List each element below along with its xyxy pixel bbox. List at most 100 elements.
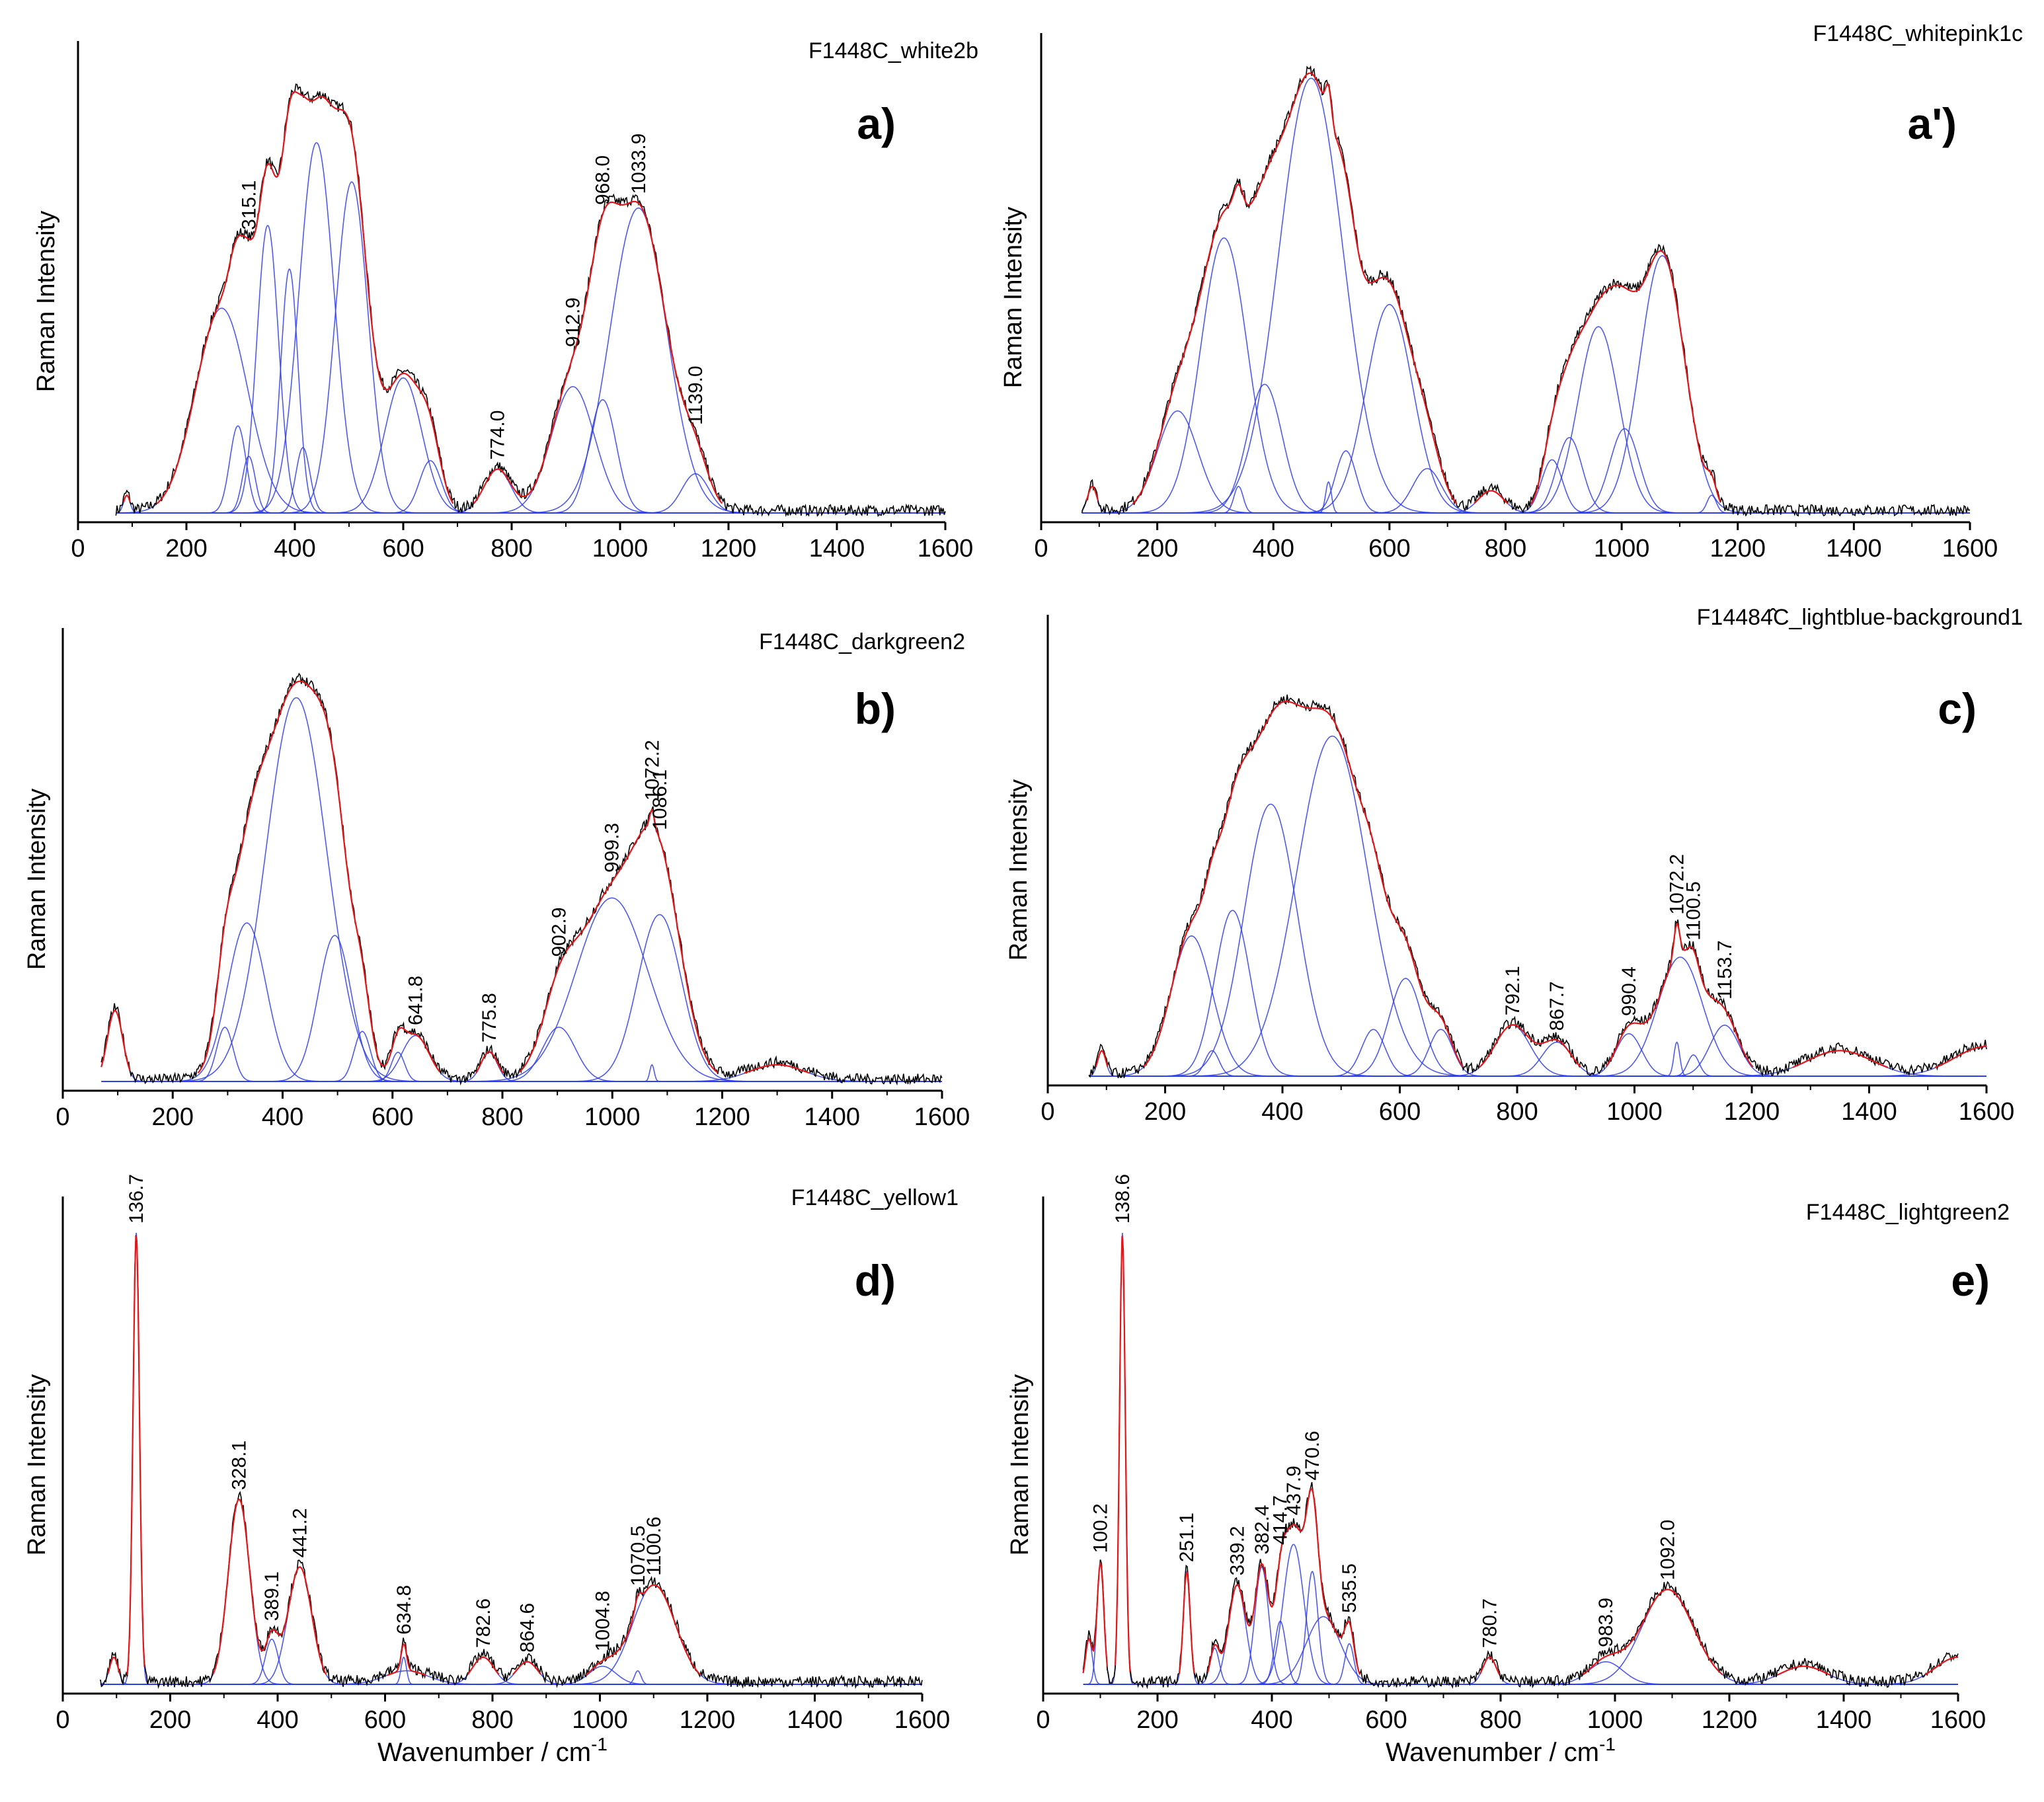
component-peak [286,181,417,514]
peak-label: 1004.8 [592,1590,613,1651]
x-tick-label: 200 [1136,535,1178,563]
x-tick-label: 600 [1379,1098,1421,1126]
component-peak [247,142,386,514]
x-tick-label: 1600 [1930,1706,1986,1734]
x-tick-label: 1600 [918,535,974,563]
component-peak [372,1051,424,1082]
x-tick-label: 200 [1136,1706,1178,1734]
component-peak [1111,1232,1134,1685]
component-peak [1096,410,1259,514]
x-tick-label: 1400 [787,1706,843,1734]
x-tick-label: 200 [152,1103,194,1131]
x-tick-label: 600 [382,535,424,563]
component-peak [1086,1561,1115,1685]
x-tick-label: 800 [471,1706,513,1734]
fit-curve [100,680,810,1074]
component-peak [571,914,748,1082]
measured-spectrum [100,672,943,1086]
chart-title: F1448C_whitepink1c [1813,21,2023,46]
x-tick-label: 0 [56,1706,69,1734]
component-peak [1255,1616,1392,1685]
component-peak [1574,255,1751,514]
component-peak [255,268,325,514]
peak-label: 780.7 [1479,1598,1501,1648]
peak-label: 999.3 [602,823,623,873]
x-tick-label: 1400 [1841,1098,1897,1126]
chart-panel-d: 0 200 400 600 800 1000 1200 1400 1600 Raman Inten… [23,1174,959,1767]
peak-label: 136.7 [126,1174,147,1224]
measured-spectrum [115,83,946,518]
component-peak [1331,1643,1368,1685]
peak-label: 441.2 [289,1508,311,1557]
y-axis-label: Raman Intensity [1006,1374,1034,1556]
component-peak [1326,1029,1421,1077]
fit-curve [1082,1235,1959,1676]
component-peak [641,473,750,514]
component-peak [1289,1571,1335,1685]
x-tick-label: 600 [1365,1706,1407,1734]
component-peak [1202,1584,1272,1685]
component-peak [1252,1544,1335,1685]
x-tick-label: 1400 [1816,1706,1872,1734]
component-peak [643,1064,661,1082]
x-tick-label: 1000 [584,1103,641,1131]
component-peak [1518,437,1621,514]
component-peak [123,1232,149,1685]
x-tick-label: 0 [56,1103,69,1131]
component-peak [1369,468,1485,514]
peak-label: 382.4 [1251,1505,1273,1554]
peak-label: 251.1 [1176,1512,1198,1562]
component-peak [1566,428,1683,514]
component-peak [1517,326,1680,514]
component-peak [268,935,401,1082]
fit-curve [122,91,723,504]
peak-label: 1092.0 [1657,1520,1679,1581]
x-tick-label: 1000 [572,1706,628,1734]
x-tick-label: 400 [1253,535,1294,563]
peak-label: 867.7 [1546,981,1568,1031]
component-peak [1665,1041,1689,1077]
component-peak [1183,1050,1241,1077]
component-peak [274,447,331,514]
y-axis-label: Raman Intensity [23,789,51,970]
chart-panel-a2: 0 200 400 600 800 1000 1200 1400 1600 Raman Inten… [1000,21,2023,563]
panel-letter: b) [855,684,896,733]
y-axis-label: Raman Intensity [32,211,60,393]
component-peak [1173,1570,1200,1685]
component-peak [526,207,752,514]
component-peak [1196,1647,1234,1685]
x-tick-label: 1600 [1959,1098,2015,1126]
x-tick-label: 1400 [809,535,865,563]
peak-label: 414.7 [1270,1495,1292,1545]
component-peak [1296,303,1483,514]
peak-label: 775.8 [479,993,500,1042]
x-tick-label: 800 [1485,535,1526,563]
panel-letter: a) [857,99,896,148]
chart-title: F1448C_lightgreen2 [1806,1200,2010,1225]
peak-label: 339.2 [1226,1526,1248,1575]
y-axis-label: Raman Intensity [1000,207,1027,389]
component-peak [548,399,657,514]
component-peak [192,1027,258,1082]
chart-panel-a: 0 200 400 600 800 1000 1200 1400 1600 Raman Inten… [32,38,978,563]
x-tick-label: 600 [372,1103,413,1131]
x-axis-label: Wavenumber / cm-1 [377,1734,608,1767]
peak-label: 389.1 [261,1571,283,1621]
x-tick-label: 1200 [1702,1706,1758,1734]
fit-curve [1095,700,1986,1069]
component-peak [492,1027,625,1082]
component-peak [393,1656,414,1685]
component-peak [360,1035,471,1082]
x-tick-label: 1000 [1606,1098,1663,1126]
component-peak [1131,237,1317,514]
peak-label: 328.1 [229,1440,251,1490]
peak-label: 138.6 [1112,1174,1134,1224]
x-tick-label: 1400 [804,1103,860,1131]
x-tick-label: 0 [1041,1098,1054,1126]
component-peak [469,897,755,1082]
component-peak [1191,735,1474,1077]
chart-title: F1448C_yellow1 [791,1185,959,1210]
peak-label: 535.5 [1339,1563,1360,1613]
peak-label: 100.2 [1090,1503,1112,1553]
component-peak [1666,1024,1784,1077]
